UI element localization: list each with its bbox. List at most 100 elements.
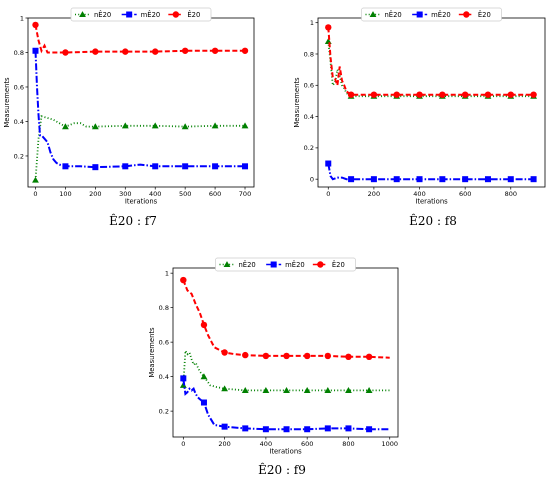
- y-tick-label: 0.8: [14, 49, 24, 57]
- series-2: [325, 160, 537, 183]
- series-line: [182, 347, 390, 392]
- data-point: [180, 375, 187, 382]
- legend-frame: [215, 257, 356, 272]
- data-point: [461, 91, 469, 98]
- data-point: [283, 426, 290, 433]
- data-point: [180, 276, 187, 284]
- data-point: [182, 163, 189, 170]
- series-line: [34, 50, 245, 169]
- y-tick-label: 0.2: [14, 152, 24, 160]
- data-point: [32, 21, 39, 29]
- data-point: [416, 91, 423, 98]
- figure-caption: Ê20 : f9: [258, 462, 306, 477]
- data-point: [262, 426, 269, 433]
- data-point: [200, 399, 207, 406]
- legend-label: mÊ20: [285, 260, 305, 269]
- series-1: [324, 38, 537, 99]
- data-point: [62, 49, 69, 56]
- data-point: [62, 123, 69, 130]
- data-point: [416, 176, 423, 183]
- chart-panel-3: 0 200 400 600 800 1000 0.2 0.4 0.6 0.8 1 Iterations…: [148, 257, 399, 477]
- y-axis-label: Measurements: [148, 327, 156, 378]
- series-3: [325, 24, 537, 98]
- x-tick-label: 800: [342, 440, 354, 448]
- series-line: [34, 115, 245, 181]
- data-point: [241, 122, 249, 129]
- legend-marker: [79, 11, 86, 18]
- y-tick-label: 0.8: [304, 50, 314, 58]
- data-point: [530, 91, 537, 98]
- legend-label: nÊ20: [385, 10, 402, 19]
- data-point: [211, 122, 219, 129]
- data-point: [304, 426, 311, 433]
- legend-label: mÊ20: [141, 10, 161, 19]
- y-axis-label: Measurements: [3, 77, 11, 128]
- series-line: [34, 24, 245, 54]
- data-point: [242, 351, 249, 359]
- series-line: [182, 279, 390, 359]
- data-point: [324, 387, 332, 393]
- legend-frame: [70, 7, 212, 22]
- legend-marker: [317, 261, 324, 268]
- data-point: [152, 48, 159, 55]
- series-1: [32, 115, 249, 183]
- data-point: [325, 160, 332, 167]
- plot-area-frame: [27, 17, 255, 188]
- data-point: [439, 91, 446, 98]
- x-tick-label: 500: [179, 190, 191, 198]
- series-2: [32, 47, 249, 171]
- x-tick-label: 200: [218, 440, 230, 448]
- data-point: [365, 387, 373, 393]
- x-tick-label: 700: [239, 190, 251, 198]
- legend: nÊ20 mÊ20 Ê20: [215, 257, 356, 272]
- data-point: [370, 176, 377, 183]
- y-tick-label: 0.4: [14, 118, 24, 126]
- x-tick-label: 0: [181, 440, 185, 448]
- series-2: [180, 375, 390, 433]
- data-point: [221, 349, 228, 356]
- data-point: [507, 176, 514, 183]
- data-point: [242, 163, 249, 170]
- data-point: [365, 353, 373, 361]
- legend-label: Ê20: [332, 260, 345, 269]
- data-point: [348, 176, 355, 183]
- chart-panel-1: 0 100 200 300 400 500 600 700 0.2 0.4 0.6 0.8 1 Itera…: [3, 7, 255, 228]
- data-point: [283, 387, 290, 393]
- series-line: [327, 27, 534, 96]
- x-axis-label: Iterations: [269, 448, 302, 456]
- legend-label: nÊ20: [239, 260, 256, 269]
- legend-marker: [369, 11, 377, 18]
- x-axis-label: Iterations: [415, 198, 448, 206]
- y-tick-label: 1: [165, 269, 169, 277]
- x-tick-label: 400: [413, 190, 425, 198]
- figure-caption: Ê20 : f7: [109, 213, 157, 228]
- data-point: [345, 387, 352, 393]
- x-tick-label: 600: [459, 190, 471, 198]
- legend-label: Ê20: [187, 10, 200, 19]
- x-tick-label: 0: [33, 190, 37, 198]
- data-point: [200, 321, 208, 329]
- data-point: [507, 91, 514, 98]
- data-point: [122, 48, 129, 55]
- data-point: [221, 385, 229, 392]
- data-point: [393, 176, 400, 183]
- data-point: [393, 91, 400, 98]
- x-tick-label: 100: [59, 190, 71, 198]
- legend-marker: [416, 11, 423, 18]
- y-tick-label: 0.6: [14, 83, 24, 91]
- data-point: [122, 163, 129, 170]
- y-tick-label: 1: [20, 14, 24, 22]
- legend-label: Ê20: [478, 10, 491, 19]
- x-tick-label: 200: [368, 190, 380, 198]
- x-tick-label: 1000: [381, 440, 398, 448]
- series-3: [180, 276, 390, 361]
- legend: nÊ20 mÊ20 Ê20: [361, 7, 502, 22]
- series-3: [32, 21, 249, 56]
- chart-panel-2: 0 200 400 600 800 0 0.2 0.4 0.6 0.8 1 Iterations Mea…: [293, 7, 546, 228]
- legend-marker: [172, 11, 180, 18]
- data-point: [241, 47, 249, 54]
- legend: nÊ20 mÊ20 Ê20: [70, 7, 212, 22]
- x-tick-label: 400: [260, 440, 272, 448]
- x-tick-label: 200: [89, 190, 101, 198]
- data-point: [221, 423, 228, 430]
